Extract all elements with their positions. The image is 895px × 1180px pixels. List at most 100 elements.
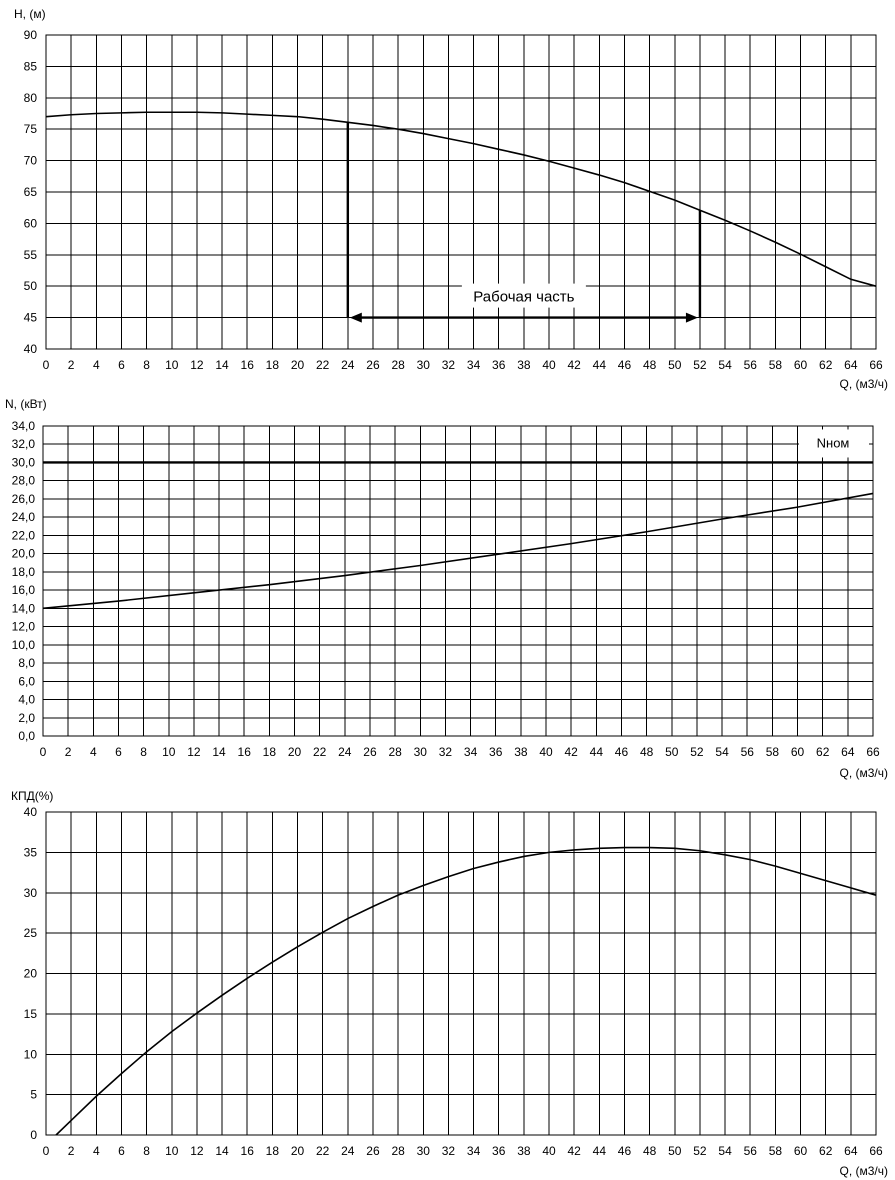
y-tick-label: 26,0 xyxy=(12,492,36,506)
x-tick-label: 26 xyxy=(366,1144,380,1158)
x-tick-label: 32 xyxy=(442,358,456,372)
x-tick-label: 40 xyxy=(542,1144,556,1158)
x-tick-label: 20 xyxy=(288,745,302,759)
x-tick-label: 36 xyxy=(492,358,506,372)
x-tick-label: 58 xyxy=(769,1144,783,1158)
y-tick-label: 90 xyxy=(24,28,38,42)
x-tick-label: 62 xyxy=(816,745,830,759)
x-tick-label: 66 xyxy=(866,745,880,759)
y-tick-label: 80 xyxy=(24,91,38,105)
y-tick-label: 35 xyxy=(24,845,38,859)
x-tick-label: 54 xyxy=(718,1144,732,1158)
x-tick-label: 56 xyxy=(741,745,755,759)
x-tick-label: 14 xyxy=(212,745,226,759)
x-tick-label: 62 xyxy=(819,358,833,372)
x-tick-label: 50 xyxy=(668,358,682,372)
grid xyxy=(45,811,877,1136)
y-tick-label: 85 xyxy=(24,59,38,73)
x-tick-label: 18 xyxy=(263,745,277,759)
x-tick-label: 44 xyxy=(593,358,607,372)
nominal-power: Nном xyxy=(43,429,873,464)
y-tick-label: 30,0 xyxy=(12,455,36,469)
x-tick-label: 42 xyxy=(568,358,582,372)
x-tick-label: 42 xyxy=(568,1144,582,1158)
x-tick-label: 6 xyxy=(115,745,122,759)
x-tick-label: 2 xyxy=(68,1144,75,1158)
plot-frame xyxy=(45,811,877,1136)
x-axis-title: Q, (м3/ч) xyxy=(839,1164,888,1178)
x-tick-label: 60 xyxy=(791,745,805,759)
y-tick-label: 28,0 xyxy=(12,474,36,488)
efficiency-chart: 0 2 4 6 8 10 12 14 16 18 20 22 24 26 28 30 32 34 36 38 40 42 4… xyxy=(11,789,888,1178)
y-tick-label: 45 xyxy=(24,311,38,325)
x-tick-label: 24 xyxy=(341,358,355,372)
x-tick-label: 64 xyxy=(844,1144,858,1158)
x-tick-label: 30 xyxy=(417,1144,431,1158)
y-tick-label: 34,0 xyxy=(12,419,36,433)
x-tick-label: 12 xyxy=(187,745,201,759)
x-tick-label: 64 xyxy=(844,358,858,372)
x-tick-label: 38 xyxy=(514,745,528,759)
y-tick-label: 20,0 xyxy=(12,547,36,561)
y-tick-label: 8,0 xyxy=(18,656,35,670)
x-tick-label: 58 xyxy=(769,358,783,372)
x-tick-label: 30 xyxy=(417,358,431,372)
x-tick-label: 10 xyxy=(165,358,179,372)
x-tick-label: 54 xyxy=(718,358,732,372)
range-label: Рабочая часть xyxy=(473,289,574,306)
y-tick-label: 25 xyxy=(24,926,38,940)
x-tick-label: 22 xyxy=(313,745,327,759)
x-tick-label: 20 xyxy=(291,1144,305,1158)
x-tick-label: 26 xyxy=(363,745,377,759)
y-axis-title: N, (кВт) xyxy=(5,397,47,411)
x-tick-label: 50 xyxy=(665,745,679,759)
x-tick-label: 4 xyxy=(93,358,100,372)
x-tick-label: 38 xyxy=(517,1144,531,1158)
y-tick-label: 2,0 xyxy=(18,711,35,725)
head-curve xyxy=(45,111,877,287)
x-tick-label: 66 xyxy=(869,1144,883,1158)
grid xyxy=(45,34,877,350)
y-tick-label: 70 xyxy=(24,154,38,168)
x-tick-label: 14 xyxy=(215,358,229,372)
y-tick-label: 12,0 xyxy=(12,620,36,634)
x-tick-label: 12 xyxy=(190,1144,204,1158)
range-arrow-right xyxy=(685,312,698,323)
x-tick-label: 8 xyxy=(143,358,150,372)
y-tick-label: 65 xyxy=(24,185,38,199)
x-tick-label: 24 xyxy=(341,1144,355,1158)
range-label-background xyxy=(461,283,586,308)
working-range: Рабочая часть xyxy=(346,122,702,323)
x-tick-label: 60 xyxy=(794,1144,808,1158)
x-tick-label: 16 xyxy=(238,745,252,759)
y-tick-label: 40 xyxy=(24,342,38,356)
y-tick-label: 32,0 xyxy=(12,437,36,451)
y-tick-label: 10 xyxy=(24,1047,38,1061)
x-tick-label: 32 xyxy=(442,1144,456,1158)
x-tick-label: 46 xyxy=(618,358,632,372)
x-tick-label: 10 xyxy=(165,1144,179,1158)
y-tick-label: 0,0 xyxy=(18,729,35,743)
y-tick-label: 20 xyxy=(24,967,38,981)
power-curve xyxy=(42,492,874,610)
x-tick-label: 48 xyxy=(643,358,657,372)
x-tick-label: 30 xyxy=(414,745,428,759)
x-tick-label: 12 xyxy=(190,358,204,372)
x-tick-label: 46 xyxy=(615,745,629,759)
y-tick-label: 6,0 xyxy=(18,674,35,688)
x-tick-label: 2 xyxy=(68,358,75,372)
x-tick-label: 46 xyxy=(618,1144,632,1158)
x-tick-label: 66 xyxy=(869,358,883,372)
x-tick-label: 52 xyxy=(693,358,707,372)
range-arrow-left xyxy=(349,312,362,323)
grid xyxy=(42,425,874,737)
x-tick-label: 4 xyxy=(93,1144,100,1158)
x-tick-label: 6 xyxy=(118,358,125,372)
y-tick-label: 5 xyxy=(30,1088,37,1102)
x-axis-title: Q, (м3/ч) xyxy=(839,766,888,780)
x-tick-label: 48 xyxy=(640,745,654,759)
x-tick-label: 62 xyxy=(819,1144,833,1158)
x-tick-label: 0 xyxy=(43,1144,50,1158)
y-tick-label: 30 xyxy=(24,886,38,900)
